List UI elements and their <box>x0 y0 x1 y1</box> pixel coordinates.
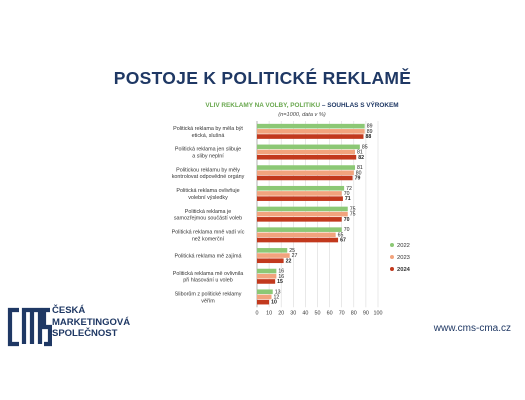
bar-2022 <box>257 165 356 170</box>
company-name: ČESKÁ MARKETINGOVÁ SPOLEČNOST <box>52 305 130 340</box>
data-label: 85 <box>362 144 368 150</box>
category-label: Politická reklama mě zajímá <box>174 254 241 260</box>
x-tick-label: 80 <box>351 310 357 316</box>
bar-2023 <box>257 294 272 300</box>
data-label: 22 <box>286 258 292 264</box>
legend-label-2022: 2022 <box>397 243 410 249</box>
bar-2024 <box>257 279 276 284</box>
x-tick-label: 30 <box>290 310 296 316</box>
data-label: 70 <box>344 227 350 233</box>
category-label: Politická reklama mně vadí víc než komerč… <box>172 229 245 242</box>
chart-title-part1: VLIV REKLAMY NA VOLBY, POLITIKU <box>205 102 320 109</box>
bar-2023 <box>257 211 348 217</box>
data-label: 70 <box>344 191 350 197</box>
data-label: 80 <box>356 170 362 176</box>
category-label: Politická reklama jen slibuje a sliby nep… <box>175 147 241 160</box>
bar-2023 <box>257 149 356 155</box>
bar-2023 <box>257 273 277 279</box>
bar-2024 <box>257 134 364 139</box>
data-label: 82 <box>358 155 364 161</box>
bar-2024 <box>257 299 270 305</box>
x-tick-label: 50 <box>315 310 321 316</box>
legend-label-2024: 2024 <box>397 267 411 273</box>
data-label: 72 <box>346 186 352 192</box>
legend-marker-2024 <box>390 267 394 271</box>
legend-label-2023: 2023 <box>397 255 410 261</box>
bar-2022 <box>257 227 342 232</box>
chart-subtitle: (n=1000, data v %) <box>278 112 326 118</box>
bar-2024 <box>257 217 342 222</box>
bar-2022 <box>257 289 273 295</box>
category-label: Politická reklama mě ovlivnila při hlasov… <box>173 271 243 284</box>
data-label: 75 <box>350 206 356 212</box>
legend: 2022 2023 2024 <box>390 243 411 273</box>
x-tick-label: 10 <box>266 310 272 316</box>
category-label: Politická reklama ovlivňuje volební výsle… <box>176 188 239 201</box>
data-label: 71 <box>345 196 351 202</box>
data-label: 10 <box>271 300 277 306</box>
legend-marker-2023 <box>390 255 394 259</box>
bar-2023 <box>257 232 336 238</box>
company-name-line-3: SPOLEČNOST <box>52 328 118 339</box>
chart-title: VLIV REKLAMY NA VOLBY, POLITIKU – SOUHLA… <box>205 100 398 109</box>
bar-2022 <box>257 185 345 191</box>
bar-2022 <box>257 248 288 253</box>
x-tick-label: 40 <box>302 310 308 316</box>
data-label: 89 <box>367 124 373 130</box>
bar-2023 <box>257 253 290 258</box>
data-label: 81 <box>357 165 363 171</box>
data-label: 12 <box>274 294 280 300</box>
data-label: 16 <box>278 269 284 275</box>
data-label: 70 <box>344 217 350 223</box>
data-label: 13 <box>275 289 281 295</box>
labels-layer: Politická reklama by měla být etická, slu… <box>172 126 245 304</box>
bars-layer: 8989888581828180797270717575707065672527… <box>257 124 373 306</box>
category-label: Politická reklama by měla být etická, slu… <box>173 126 243 139</box>
company-name-line-1: ČESKÁ <box>52 305 86 316</box>
category-label: Politickou reklamu by měly kontrolovat od… <box>172 167 245 180</box>
x-tick-label: 60 <box>327 310 333 316</box>
company-logo <box>7 307 52 347</box>
website-url[interactable]: www.cms-cma.cz <box>433 323 511 334</box>
category-label: Politická reklama je samozřejmou součástí… <box>174 209 242 222</box>
bar-2022 <box>257 144 360 150</box>
data-label: 89 <box>367 129 373 135</box>
data-label: 15 <box>277 279 283 285</box>
bar-2023 <box>257 170 354 176</box>
x-tick-label: 20 <box>278 310 284 316</box>
data-label: 88 <box>365 134 371 140</box>
bar-2024 <box>257 196 343 201</box>
x-tick-label: 90 <box>363 310 369 316</box>
data-label: 25 <box>289 248 295 254</box>
bar-2022 <box>257 206 348 212</box>
bar-2024 <box>257 237 339 243</box>
page-title: POSTOJE K POLITICKÉ REKLAMĚ <box>113 68 412 88</box>
data-label: 27 <box>292 253 298 259</box>
company-name-line-2: MARKETINGOVÁ <box>52 316 131 328</box>
bar-2024 <box>257 175 353 181</box>
data-label: 81 <box>357 150 363 156</box>
bar-2024 <box>257 154 357 160</box>
category-label: Sliborům z politické reklamy věřím <box>175 291 242 305</box>
x-tick-label: 0 <box>256 310 259 316</box>
bar-2022 <box>257 123 365 129</box>
bar-2023 <box>257 191 342 196</box>
bar-2023 <box>257 129 365 134</box>
x-tick-label: 100 <box>374 310 383 316</box>
data-label: 75 <box>350 212 356 218</box>
data-label: 79 <box>355 175 361 181</box>
x-tick-label: 70 <box>339 310 345 316</box>
data-label: 16 <box>278 274 284 280</box>
data-label: 67 <box>340 238 346 244</box>
legend-marker-2022 <box>390 243 394 247</box>
bar-2024 <box>257 258 284 264</box>
bar-2022 <box>257 268 277 274</box>
data-label: 65 <box>338 232 344 238</box>
chart-title-part2: – SOUHLAS S VÝROKEM <box>320 100 398 109</box>
